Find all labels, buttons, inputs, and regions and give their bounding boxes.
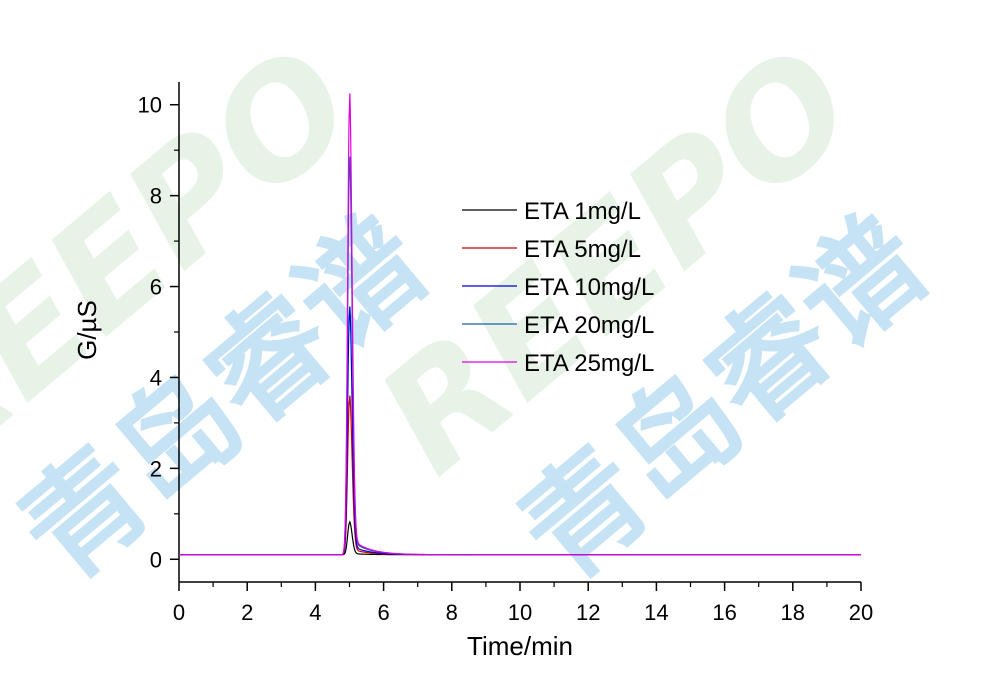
- x-tick-label: 16: [712, 600, 736, 625]
- x-tick-label: 2: [241, 600, 253, 625]
- x-tick-label: 18: [781, 600, 805, 625]
- legend: ETA 1mg/L ETA 5mg/L ETA 10mg/L ETA 20mg/L ET…: [462, 198, 654, 377]
- x-tick-label: 8: [446, 600, 458, 625]
- legend-label: ETA 5mg/L: [524, 236, 641, 263]
- legend-label: ETA 25mg/L: [524, 350, 654, 377]
- y-tick-label: 6: [150, 275, 162, 300]
- legend-label: ETA 1mg/L: [524, 198, 641, 225]
- y-tick-label: 4: [150, 365, 162, 390]
- y-tick-label: 10: [138, 93, 162, 118]
- x-tick-label: 10: [508, 600, 532, 625]
- y-tick-label: 8: [150, 184, 162, 209]
- x-tick-label: 20: [849, 600, 873, 625]
- x-tick-label: 12: [576, 600, 600, 625]
- x-axis-label: Time/min: [467, 631, 573, 661]
- series-layer: [179, 93, 861, 556]
- x-tick-label: 0: [173, 600, 185, 625]
- series-line: [179, 93, 861, 556]
- y-axis-label: G/µS: [72, 300, 102, 360]
- y-tick-label: 2: [150, 456, 162, 481]
- y-tick-label: 0: [150, 547, 162, 572]
- axes: 0 2 4 6 8 10 12 14 16 18 20 0 2 4 6 8 10: [138, 82, 873, 625]
- x-tick-label: 14: [644, 600, 668, 625]
- x-tick-label: 4: [309, 600, 321, 625]
- legend-label: ETA 10mg/L: [524, 274, 654, 301]
- x-tick-label: 6: [377, 600, 389, 625]
- legend-label: ETA 20mg/L: [524, 312, 654, 339]
